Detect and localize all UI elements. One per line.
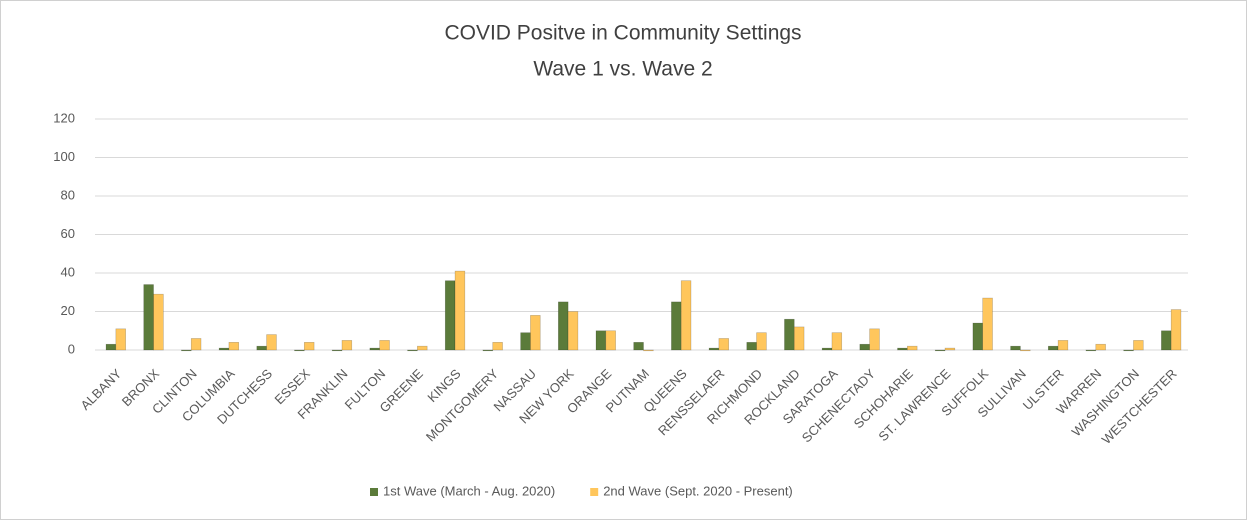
bar bbox=[1095, 343, 1106, 351]
bar bbox=[859, 343, 870, 351]
bar bbox=[303, 341, 315, 351]
bar bbox=[944, 347, 956, 351]
bar bbox=[181, 349, 192, 352]
bar bbox=[897, 347, 908, 351]
bar bbox=[821, 347, 833, 351]
y-tick-label: 120 bbox=[53, 110, 75, 125]
bar bbox=[831, 332, 843, 351]
bar bbox=[1161, 330, 1172, 351]
bar bbox=[746, 341, 757, 351]
bar bbox=[708, 347, 720, 351]
bar bbox=[643, 349, 654, 352]
bar bbox=[256, 345, 267, 351]
bar bbox=[595, 330, 607, 351]
y-tick-label: 40 bbox=[61, 264, 75, 279]
legend-label: 1st Wave (March - Aug. 2020) bbox=[383, 483, 555, 498]
bar bbox=[1057, 340, 1069, 351]
bar bbox=[444, 280, 456, 351]
bar bbox=[671, 301, 682, 351]
bar bbox=[793, 326, 805, 351]
bar bbox=[1085, 349, 1097, 352]
bar bbox=[143, 284, 154, 351]
legend-swatch bbox=[370, 488, 378, 496]
legend-label: 2nd Wave (Sept. 2020 - Present) bbox=[603, 483, 793, 498]
y-tick-label: 80 bbox=[61, 187, 75, 202]
chart-title: COVID Positve in Community Settings bbox=[444, 22, 801, 45]
bar bbox=[756, 332, 767, 351]
bar bbox=[294, 349, 305, 352]
bar bbox=[530, 315, 541, 351]
bar bbox=[379, 340, 390, 351]
bar bbox=[633, 341, 644, 351]
bar bbox=[341, 340, 353, 351]
bar bbox=[605, 330, 616, 351]
bar bbox=[190, 338, 202, 351]
bar bbox=[482, 349, 494, 352]
bar bbox=[934, 349, 946, 352]
bar bbox=[1010, 345, 1021, 351]
bar bbox=[331, 349, 343, 352]
bar bbox=[492, 341, 503, 351]
legend-swatch bbox=[590, 488, 599, 496]
y-tick-label: 20 bbox=[61, 303, 75, 318]
bar bbox=[115, 328, 126, 351]
bar bbox=[454, 270, 466, 351]
bar bbox=[153, 293, 164, 351]
bar bbox=[982, 297, 993, 351]
bar bbox=[907, 345, 918, 351]
bar bbox=[972, 322, 984, 351]
bar bbox=[1123, 349, 1134, 352]
bar bbox=[567, 311, 579, 351]
bar bbox=[369, 347, 380, 351]
y-tick-label: 100 bbox=[53, 149, 75, 164]
bar bbox=[228, 341, 240, 351]
bar bbox=[558, 301, 569, 351]
bar bbox=[1170, 309, 1182, 351]
bar bbox=[718, 338, 729, 351]
bar bbox=[218, 347, 230, 351]
bar bbox=[520, 332, 531, 351]
bar bbox=[680, 280, 692, 351]
bar bbox=[105, 343, 117, 351]
bar bbox=[407, 349, 418, 352]
bar bbox=[1047, 345, 1059, 351]
y-tick-label: 0 bbox=[68, 341, 75, 356]
bar bbox=[1133, 340, 1144, 351]
bar bbox=[266, 334, 277, 351]
y-tick-label: 60 bbox=[61, 226, 75, 241]
chart-subtitle: Wave 1 vs. Wave 2 bbox=[533, 58, 712, 81]
bar bbox=[417, 345, 428, 351]
bar bbox=[1020, 349, 1031, 352]
bar bbox=[869, 328, 880, 351]
bar bbox=[784, 318, 795, 351]
